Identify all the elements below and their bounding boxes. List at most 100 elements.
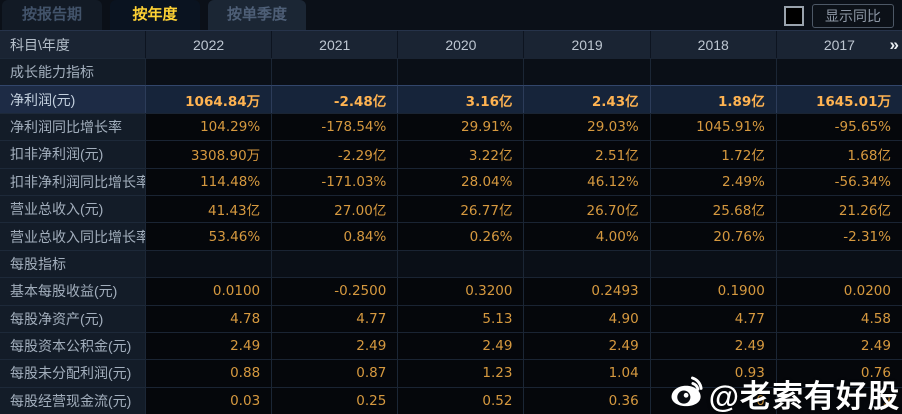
value-cell: 25.68亿 [649,194,776,223]
value-cell: -171.03% [271,167,398,195]
value-cell: 53.46% [145,222,272,250]
section-header-row: 成长能力指标 [0,58,902,86]
value-cell [397,249,524,278]
table-body: 成长能力指标 净利润(元) 1064.84万 -2.48亿 3.16亿 2.43亿 1.89… [0,58,902,414]
tab-report-period[interactable]: 按报告期 [2,0,102,30]
value-cell: 2.49 [775,331,902,360]
value-cell: 0.52 [397,386,524,414]
value-cell: 4.77 [649,304,776,332]
tab-annual[interactable]: 按年度 [110,0,200,30]
value-cell: 20.76% [649,222,776,250]
year-header-2017[interactable]: 2017 » [775,31,902,58]
value-cell: 0.93 [649,359,776,387]
year-header-2019[interactable]: 2019 [523,31,649,58]
value-cell: 0.1900 [649,277,776,305]
metric-label: 营业总收入(元) [0,194,145,223]
year-header-2018[interactable]: 2018 [649,31,776,58]
year-header-2022[interactable]: 2022 [145,31,271,58]
metric-label: 每股资本公积金(元) [0,331,145,360]
value-cell [271,58,398,86]
value-cell: 28.04% [397,167,524,195]
value-cell: 0.26% [397,222,524,250]
value-cell: -178.54% [271,112,398,141]
metric-row: 基本每股收益(元) 0.0100 -0.2500 0.3200 0.2493 0.1900… [0,277,902,305]
value-cell: 0.3200 [397,277,524,305]
value-cell: 26.70亿 [523,194,650,223]
value-cell: 3.22亿 [397,140,524,168]
value-cell: 2.49 [523,331,650,360]
value-cell: 4.78 [145,304,272,332]
value-cell: 1.68亿 [775,140,902,168]
metric-row: 扣非净利润同比增长率 114.48% -171.03% 28.04% 46.12% 2.4… [0,167,902,195]
value-cell: 0 [649,386,776,414]
value-cell: 41.43亿 [145,194,272,223]
value-cell: 0.0200 [775,277,902,305]
more-years-icon[interactable]: » [889,34,900,54]
metric-label: 成长能力指标 [0,58,145,86]
value-cell [649,58,776,86]
value-cell: 2.49 [271,331,398,360]
value-cell: 4.77 [271,304,398,332]
value-cell: -0.2500 [271,277,398,305]
value-cell [649,249,776,278]
value-cell: -56.34% [775,167,902,195]
value-cell: 4.58 [775,304,902,332]
metric-row: 扣非净利润(元) 3308.90万 -2.29亿 3.22亿 2.51亿 1.72亿 1.6… [0,140,902,168]
value-cell: 27.00亿 [271,194,398,223]
value-cell: 2.49 [397,331,524,360]
year-header-label: 2017 [823,36,855,53]
year-header-2021[interactable]: 2021 [271,31,397,58]
period-tab-bar: 按报告期 按年度 按单季度 显示同比 [0,0,902,30]
metric-row: 每股未分配利润(元) 0.88 0.87 1.23 1.04 0.93 0.76 [0,359,902,387]
year-header-2020[interactable]: 2020 [397,31,523,58]
value-cell: -2.31% [775,222,902,250]
metric-label: 基本每股收益(元) [0,277,145,305]
table-header-row: 科目\年度 2022 2021 2020 2019 2018 2017 » [0,30,902,58]
value-cell [523,249,650,278]
value-cell: 9 [775,386,902,414]
value-cell: 1.04 [523,359,650,387]
value-cell: 2.51亿 [523,140,650,168]
value-cell [145,58,272,86]
value-cell: 2.49 [649,331,776,360]
value-cell: 0.25 [271,386,398,414]
value-cell [775,58,902,86]
financial-metrics-table: 科目\年度 2022 2021 2020 2019 2018 2017 » 成长… [0,30,902,414]
value-cell: 4.90 [523,304,650,332]
value-cell: 0.84% [271,222,398,250]
value-cell: 3.16亿 [397,85,524,113]
show-yoy-checkbox[interactable] [784,6,804,26]
value-cell: 1.23 [397,359,524,387]
value-cell [145,249,272,278]
metric-row: 净利润同比增长率 104.29% -178.54% 29.91% 29.03% 1045.… [0,112,902,141]
value-cell: 1645.01万 [775,85,902,113]
section-header-row: 每股指标 [0,249,902,278]
metric-label: 每股指标 [0,249,145,278]
value-cell: -2.48亿 [271,85,398,113]
metric-label: 营业总收入同比增长率 [0,222,145,250]
value-cell: 2.49 [145,331,272,360]
value-cell: 0.2493 [523,277,650,305]
tab-single-quarter[interactable]: 按单季度 [208,0,306,30]
value-cell: 104.29% [145,112,272,141]
metric-row: 每股资本公积金(元) 2.49 2.49 2.49 2.49 2.49 2.49 [0,331,902,360]
value-cell [775,249,902,278]
value-cell: 0.87 [271,359,398,387]
metric-row: 每股净资产(元) 4.78 4.77 5.13 4.90 4.77 4.58 [0,304,902,332]
metric-row: 营业总收入(元) 41.43亿 27.00亿 26.77亿 26.70亿 25.68亿 21… [0,194,902,223]
show-yoy-button[interactable]: 显示同比 [812,4,894,28]
value-cell: 5.13 [397,304,524,332]
value-cell [397,58,524,86]
value-cell: 1.89亿 [649,85,776,113]
value-cell: 1045.91% [649,112,776,141]
metric-row: 营业总收入同比增长率 53.46% 0.84% 0.26% 4.00% 20.76% -2.… [0,222,902,250]
value-cell: 3308.90万 [145,140,272,168]
metric-label: 每股净资产(元) [0,304,145,332]
metric-row: 每股经营现金流(元) 0.03 0.25 0.52 0.36 0 9 [0,386,902,414]
value-cell: 0.03 [145,386,272,414]
metric-label: 每股未分配利润(元) [0,359,145,387]
value-cell: 2.43亿 [523,85,650,113]
value-cell: 29.03% [523,112,650,141]
value-cell: -2.29亿 [271,140,398,168]
value-cell: 29.91% [397,112,524,141]
